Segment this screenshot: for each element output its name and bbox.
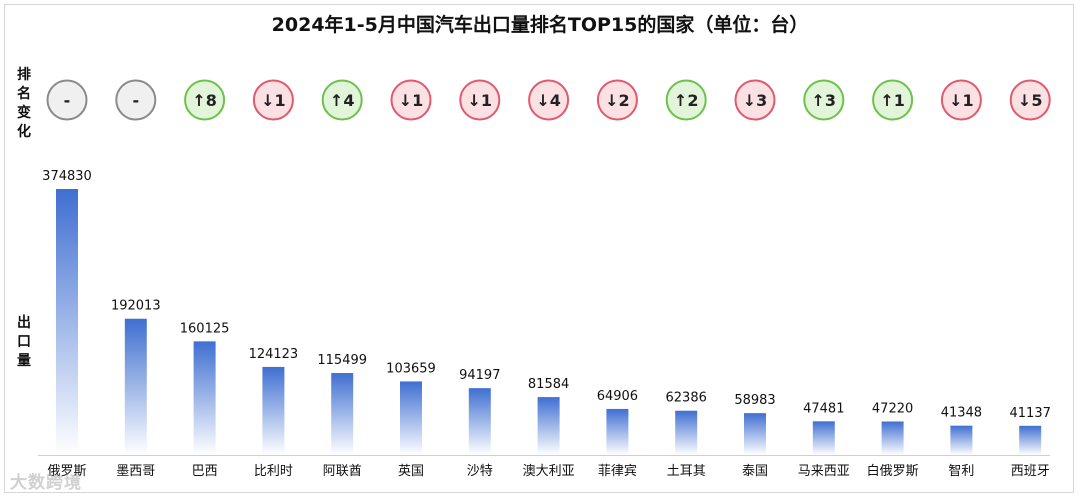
value-label-14: 41348	[941, 406, 982, 421]
rank-badge-1	[46, 79, 88, 121]
category-label-12: 马来西亚	[798, 464, 850, 479]
category-label-3: 巴西	[192, 464, 218, 479]
rank-badge-8	[528, 79, 570, 121]
y-axis-label: 出口量	[17, 315, 31, 369]
bar-9	[606, 408, 629, 455]
bar-1	[56, 189, 78, 455]
value-label-4: 124123	[249, 347, 299, 362]
value-label-13: 47220	[872, 401, 913, 416]
value-label-11: 58983	[734, 393, 775, 408]
rank-badge-11	[734, 79, 776, 121]
category-label-7: 沙特	[467, 464, 493, 479]
rank-change-4: ↓1	[261, 91, 286, 110]
chart-title: 2024年1-5月中国汽车出口量排名TOP15的国家（单位：台）	[271, 14, 809, 36]
bar-2	[124, 318, 147, 455]
value-label-1: 374830	[42, 169, 92, 184]
rank-badge-10	[665, 79, 707, 121]
watermark: 大数跨境	[10, 473, 82, 493]
category-label-15: 西班牙	[1011, 464, 1050, 479]
value-label-3: 160125	[180, 321, 230, 336]
rank-badge-12	[803, 79, 845, 121]
rank-badge-3	[184, 79, 226, 121]
rank-badge-14	[940, 79, 982, 121]
category-label-4: 比利时	[254, 464, 293, 479]
bar-3	[193, 341, 216, 455]
category-label-6: 英国	[398, 464, 424, 479]
category-label-10: 土耳其	[667, 464, 706, 479]
bar-5	[331, 373, 354, 455]
rank-badge-6	[390, 79, 432, 121]
rank-change-1: -	[64, 91, 71, 110]
value-label-6: 103659	[386, 361, 436, 376]
rank-badge-2	[115, 79, 157, 121]
value-label-15: 41137	[1010, 406, 1051, 421]
rank-badge-4	[252, 79, 294, 121]
value-label-8: 81584	[528, 377, 569, 392]
rank-change-12: ↑3	[812, 91, 837, 110]
bar-13	[881, 421, 904, 455]
value-label-9: 64906	[597, 389, 638, 404]
bar-7	[468, 388, 491, 455]
value-label-12: 47481	[803, 401, 844, 416]
bar-6	[400, 381, 422, 455]
bar-12	[812, 421, 835, 455]
rank-badge-7	[459, 79, 501, 121]
rank-change-2: -	[132, 91, 139, 110]
bar-10	[675, 410, 698, 455]
rank-badge-15	[1009, 79, 1051, 121]
bar-11	[744, 413, 766, 455]
bar-15	[1019, 425, 1042, 455]
category-label-11: 泰国	[742, 464, 768, 479]
rank-badge-13	[872, 79, 914, 121]
value-label-7: 94197	[459, 368, 500, 383]
category-label-2: 墨西哥	[116, 464, 155, 479]
rank-change-10: ↑2	[674, 91, 699, 110]
rank-change-6: ↓1	[399, 91, 424, 110]
category-label-1: 俄罗斯	[47, 464, 86, 479]
value-label-5: 115499	[317, 353, 367, 368]
rank-change-8: ↓4	[536, 91, 561, 110]
category-label-9: 菲律宾	[598, 463, 637, 479]
rank-change-7: ↓1	[468, 91, 493, 110]
bar-14	[950, 425, 973, 455]
rank-change-9: ↓2	[605, 91, 630, 110]
category-label-8: 澳大利亚	[523, 463, 575, 479]
category-label-13: 白俄罗斯	[867, 463, 919, 479]
category-label-5: 阿联酋	[323, 463, 362, 479]
rank-change-14: ↓1	[949, 91, 974, 110]
rank-change-15: ↓5	[1018, 91, 1043, 110]
rank-change-11: ↓3	[743, 91, 768, 110]
rank-badge-9	[596, 79, 638, 121]
category-label-14: 智利	[948, 464, 974, 479]
value-label-10: 62386	[666, 391, 707, 406]
rank-change-5: ↑4	[330, 91, 355, 110]
rank-change-3: ↑8	[192, 91, 217, 110]
rank-badge-5	[321, 79, 363, 121]
value-label-2: 192013	[111, 299, 161, 314]
bar-4	[262, 366, 285, 455]
bar-8	[537, 397, 560, 455]
rank-change-label: 排名变化	[17, 67, 31, 140]
rank-change-13: ↑1	[880, 91, 905, 110]
